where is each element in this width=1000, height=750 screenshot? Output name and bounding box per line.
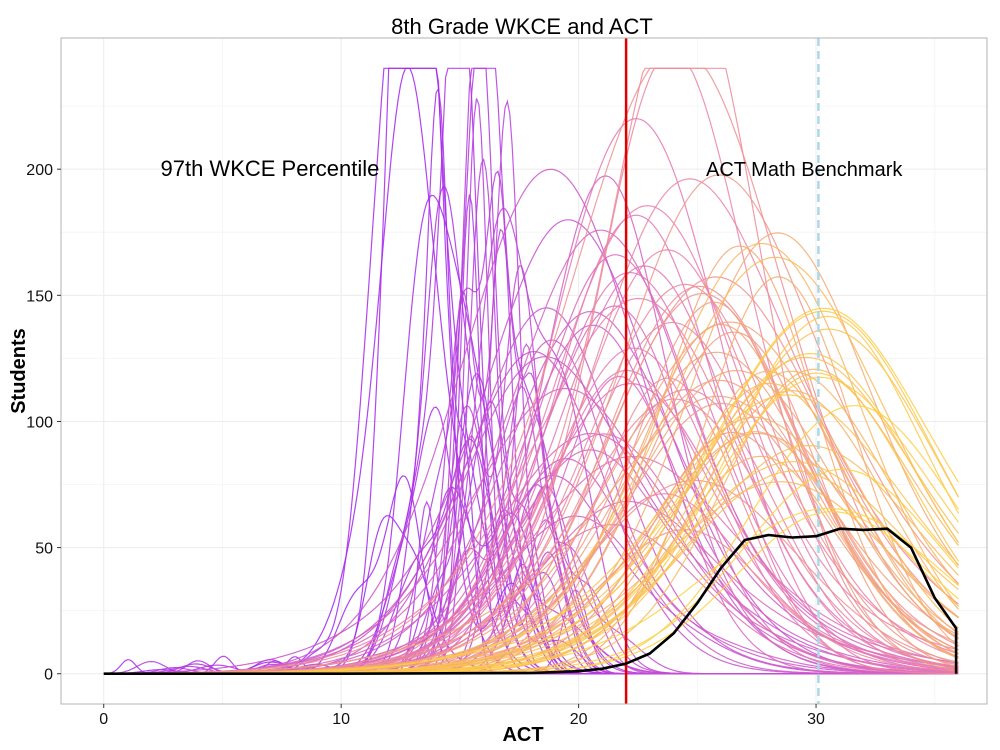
density-curve [103,219,959,675]
density-curve [103,67,959,675]
y-tick-label: 150 [26,288,53,305]
reference-lines [624,38,820,704]
density-curve [103,395,959,675]
highlight-curve [103,527,958,675]
x-axis-ticks: 0 10 20 30 [99,704,825,728]
annotations: 97th WKCE Percentile ACT Math Benchmark [161,156,904,181]
y-tick-label: 50 [35,541,53,558]
panel-border [60,37,988,705]
x-tick-label: 0 [99,711,108,728]
annotation-benchmark: ACT Math Benchmark [706,159,903,181]
x-axis-title: ACT [502,724,543,746]
annotation-percentile: 97th WKCE Percentile [161,156,380,181]
chart-title: 8th Grade WKCE and ACT [391,14,653,39]
x-tick-label: 20 [570,711,588,728]
y-axis-ticks: 0 50 100 150 200 [26,162,61,684]
x-tick-label: 30 [807,711,825,728]
y-tick-label: 100 [26,414,53,431]
y-tick-label: 200 [26,162,53,179]
highlight-series [103,527,958,675]
y-axis-title: Students [8,328,30,414]
y-tick-label: 0 [44,667,53,684]
x-tick-label: 10 [332,711,350,728]
